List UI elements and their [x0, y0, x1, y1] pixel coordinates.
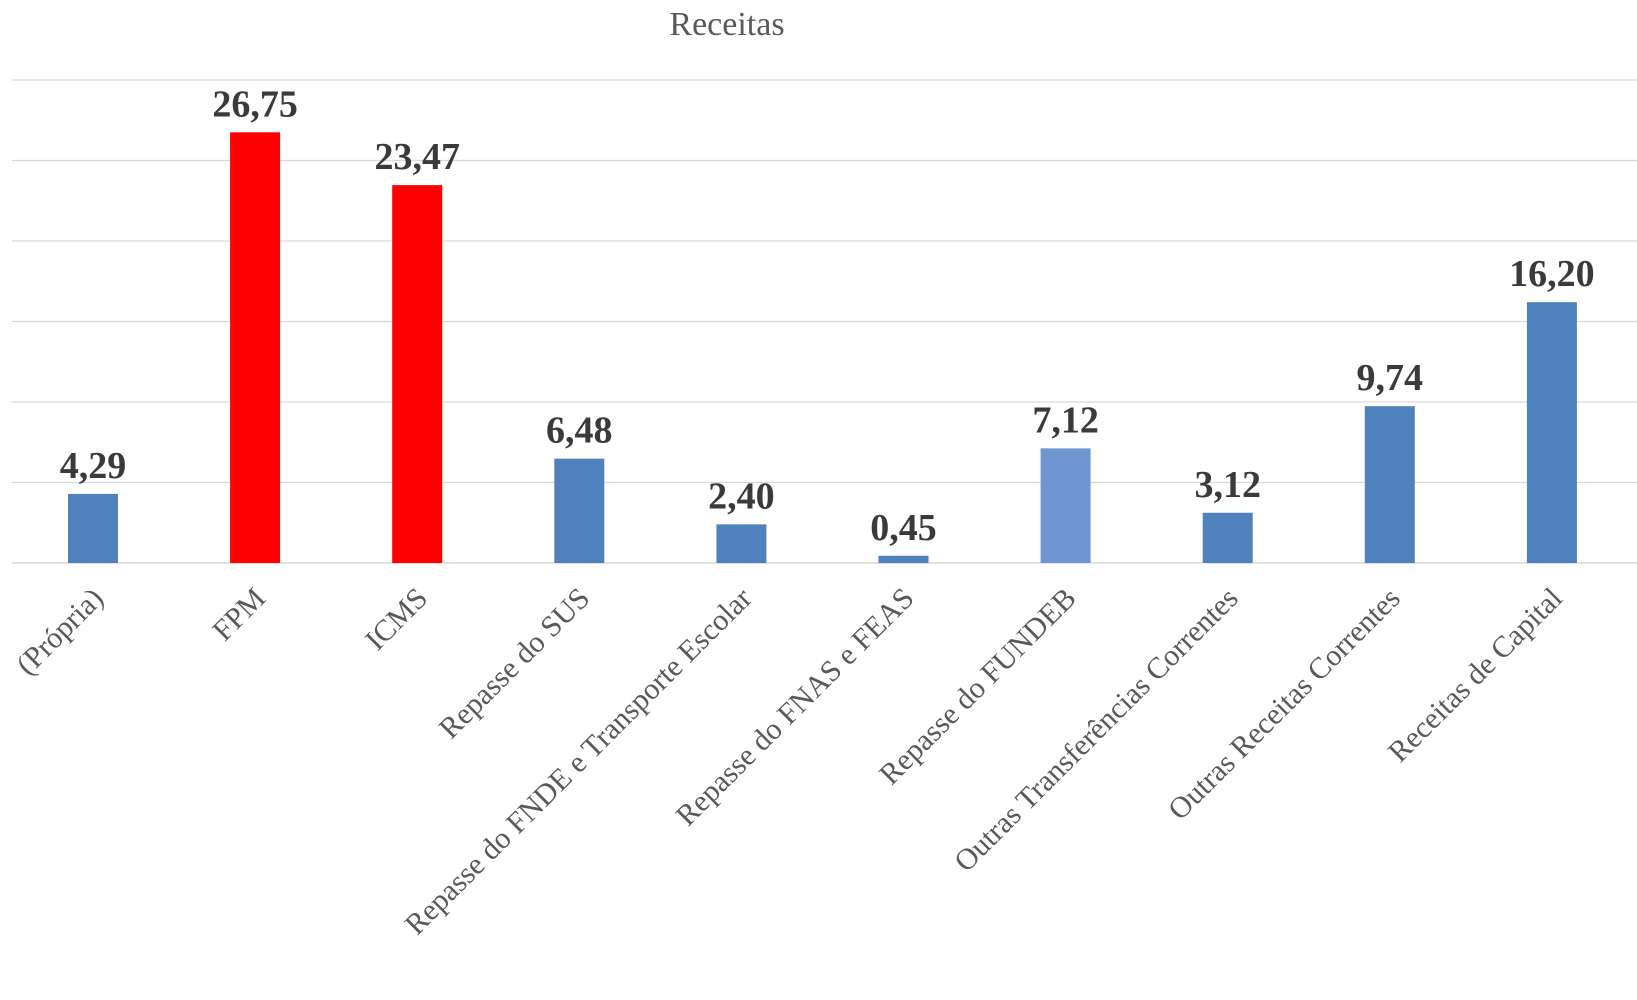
data-label: 16,20 [1509, 253, 1595, 295]
data-label: 23,47 [374, 136, 460, 178]
bar [1040, 448, 1091, 563]
data-labels: 4,29 26,75 23,47 6,48 2,40 0,45 7,12 3,12 9,74 16… [60, 83, 1595, 548]
chart-title: Receitas [669, 6, 784, 43]
bar [1526, 302, 1577, 563]
data-label: 4,29 [60, 445, 127, 487]
data-label: 3,12 [1194, 464, 1261, 506]
category-label: (Própria) [10, 582, 110, 682]
bar [878, 555, 929, 563]
data-label: 9,74 [1357, 357, 1424, 399]
category-label: Outras Transferências Correntes [948, 582, 1245, 879]
category-label: Repasse do SUS [433, 582, 597, 746]
bar [392, 185, 443, 563]
category-label: Repasse do FNDE e Transporte Escolar [399, 582, 759, 942]
data-label: 2,40 [708, 475, 775, 517]
bar [716, 524, 767, 563]
bar [1202, 512, 1253, 563]
data-label: 7,12 [1032, 399, 1099, 441]
category-label: FPM [206, 582, 272, 648]
data-label: 0,45 [870, 507, 937, 549]
bar [1364, 406, 1415, 563]
bar [230, 132, 281, 563]
category-label: Receitas de Capital [1382, 582, 1569, 769]
data-label: 6,48 [546, 410, 613, 452]
bar [554, 458, 605, 563]
bar [68, 493, 118, 563]
bars [68, 132, 1577, 563]
category-label: ICMS [359, 582, 434, 657]
data-label: 26,75 [212, 83, 298, 125]
